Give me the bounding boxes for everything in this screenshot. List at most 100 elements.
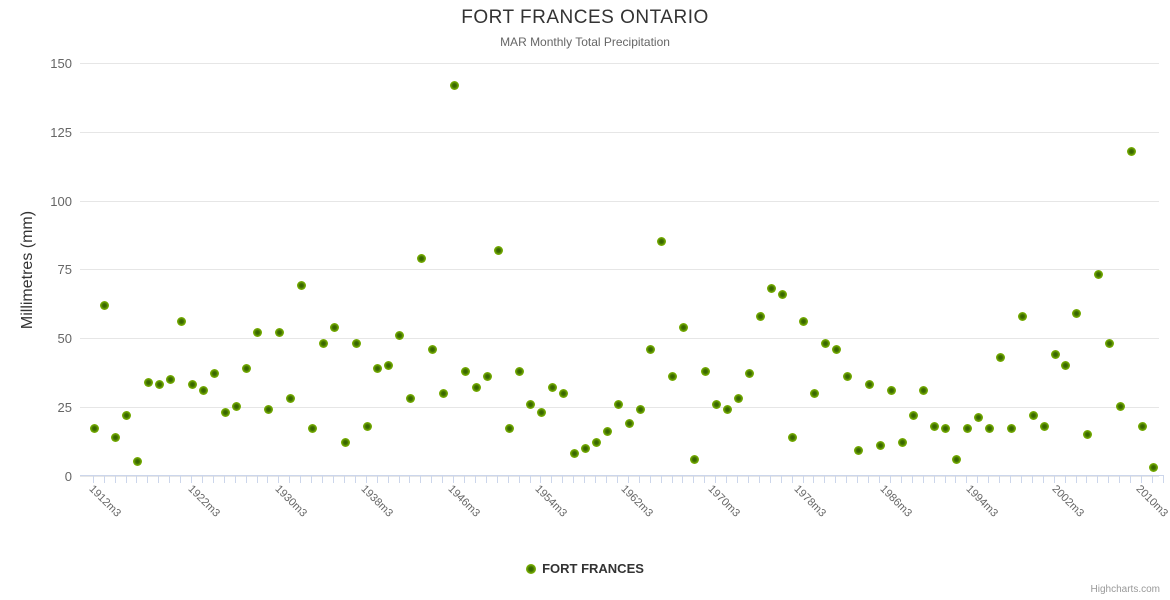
data-point[interactable] [144, 377, 154, 387]
data-point[interactable] [1126, 146, 1136, 156]
data-point[interactable] [984, 424, 994, 434]
data-point[interactable] [187, 380, 197, 390]
data-point[interactable] [1094, 270, 1104, 280]
data-point[interactable] [449, 80, 459, 90]
data-point[interactable] [220, 407, 230, 417]
data-point[interactable] [777, 289, 787, 299]
data-point[interactable] [711, 399, 721, 409]
data-point[interactable] [340, 438, 350, 448]
data-point[interactable] [460, 366, 470, 376]
data-point[interactable] [875, 440, 885, 450]
data-point[interactable] [821, 339, 831, 349]
data-point[interactable] [1083, 429, 1093, 439]
data-point[interactable] [395, 330, 405, 340]
data-point[interactable] [1028, 410, 1038, 420]
data-point[interactable] [286, 394, 296, 404]
data-point[interactable] [351, 339, 361, 349]
data-point[interactable] [100, 300, 110, 310]
data-point[interactable] [788, 432, 798, 442]
data-point[interactable] [963, 424, 973, 434]
data-point[interactable] [722, 405, 732, 415]
data-point[interactable] [733, 394, 743, 404]
data-point[interactable] [307, 424, 317, 434]
data-point[interactable] [373, 363, 383, 373]
data-point[interactable] [482, 372, 492, 382]
data-point[interactable] [701, 366, 710, 376]
data-point[interactable] [853, 446, 863, 456]
data-point[interactable] [766, 284, 776, 294]
data-point[interactable] [1006, 424, 1016, 434]
data-point[interactable] [908, 410, 918, 420]
data-point[interactable] [613, 399, 623, 409]
data-point[interactable] [657, 237, 667, 247]
data-point[interactable] [810, 388, 820, 398]
data-point[interactable] [329, 322, 339, 332]
data-point[interactable] [897, 438, 907, 448]
data-point[interactable] [318, 339, 328, 349]
data-point[interactable] [242, 363, 252, 373]
data-point[interactable] [744, 369, 754, 379]
data-point[interactable] [886, 385, 896, 395]
data-point[interactable] [843, 372, 852, 382]
data-point[interactable] [799, 317, 809, 327]
data-point[interactable] [111, 432, 121, 442]
data-point[interactable] [198, 385, 208, 395]
data-point[interactable] [755, 311, 765, 321]
data-point[interactable] [1116, 402, 1125, 412]
data-point[interactable] [537, 407, 547, 417]
data-point[interactable] [176, 317, 186, 327]
data-point[interactable] [1039, 421, 1049, 431]
data-point[interactable] [526, 399, 536, 409]
data-point[interactable] [264, 405, 274, 415]
data-point[interactable] [591, 438, 601, 448]
data-point[interactable] [995, 352, 1005, 362]
data-point[interactable] [668, 372, 678, 382]
data-point[interactable] [864, 380, 874, 390]
data-point[interactable] [1148, 462, 1158, 472]
data-point[interactable] [471, 383, 481, 393]
data-point[interactable] [297, 281, 306, 291]
data-point[interactable] [952, 454, 962, 464]
data-point[interactable] [1137, 421, 1147, 431]
data-point[interactable] [559, 388, 569, 398]
data-point[interactable] [646, 344, 656, 354]
data-point[interactable] [428, 344, 437, 354]
data-point[interactable] [919, 385, 929, 395]
data-point[interactable] [1050, 350, 1060, 360]
data-point[interactable] [548, 383, 558, 393]
data-point[interactable] [679, 322, 689, 332]
data-point[interactable] [275, 328, 285, 338]
data-point[interactable] [570, 449, 579, 459]
data-point[interactable] [417, 253, 427, 263]
data-point[interactable] [690, 454, 700, 464]
data-point[interactable] [493, 245, 503, 255]
data-point[interactable] [635, 405, 645, 415]
data-point[interactable] [122, 410, 132, 420]
data-point[interactable] [209, 369, 219, 379]
data-point[interactable] [941, 424, 951, 434]
data-point[interactable] [253, 328, 263, 338]
data-point[interactable] [624, 418, 634, 428]
data-point[interactable] [406, 394, 416, 404]
credits-link[interactable]: Highcharts.com [1090, 584, 1160, 595]
data-point[interactable] [1105, 339, 1115, 349]
data-point[interactable] [1017, 311, 1027, 321]
data-point[interactable] [832, 344, 842, 354]
data-point[interactable] [438, 388, 448, 398]
data-point[interactable] [974, 413, 983, 423]
data-point[interactable] [362, 421, 372, 431]
data-point[interactable] [231, 402, 241, 412]
data-point[interactable] [155, 380, 164, 390]
data-point[interactable] [384, 361, 394, 371]
data-point[interactable] [504, 424, 514, 434]
data-point[interactable] [165, 374, 175, 384]
data-point[interactable] [515, 366, 525, 376]
data-point[interactable] [89, 424, 99, 434]
data-point[interactable] [1061, 361, 1071, 371]
legend-item-fort-frances[interactable]: FORT FRANCES [0, 561, 1170, 576]
data-point[interactable] [133, 457, 143, 467]
data-point[interactable] [930, 421, 940, 431]
data-point[interactable] [602, 427, 612, 437]
data-point[interactable] [1072, 308, 1082, 318]
data-point[interactable] [580, 443, 590, 453]
